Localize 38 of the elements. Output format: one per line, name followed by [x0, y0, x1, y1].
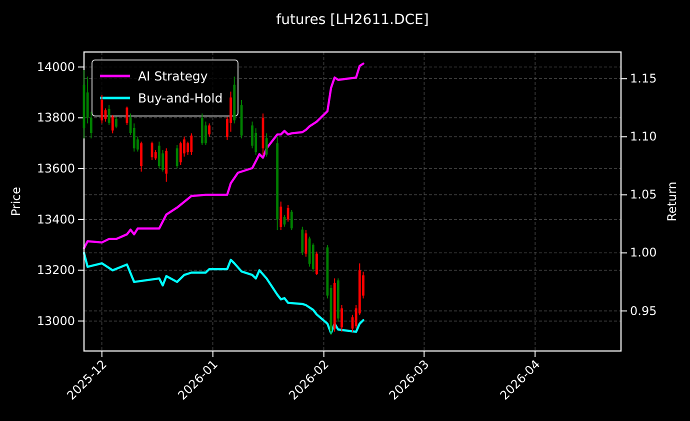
candlestick	[111, 114, 114, 134]
legend-label: Buy-and-Hold	[138, 90, 223, 106]
y2-tick-label: 1.00	[630, 246, 657, 260]
y-tick-label: 13400	[36, 212, 75, 226]
line-series	[82, 62, 364, 250]
y-tick-label: 14000	[36, 60, 75, 74]
candlestick	[301, 226, 304, 256]
y2-tick-label: 1.10	[630, 130, 657, 144]
candlestick	[165, 148, 168, 182]
y-tick-label: 13000	[36, 314, 75, 328]
candlestick	[115, 116, 118, 129]
candlestick	[280, 201, 282, 231]
candlestick	[190, 132, 193, 156]
candlestick	[286, 204, 290, 222]
candlestick	[251, 121, 254, 149]
candlestick	[100, 94, 104, 124]
y2-tick-label: 0.95	[630, 304, 657, 318]
y-tick-label: 13600	[36, 161, 75, 176]
candlestick	[176, 144, 178, 169]
candlestick	[340, 304, 343, 332]
candlestick	[204, 121, 207, 146]
y-tick-label: 13200	[36, 263, 75, 278]
legend-label: AI Strategy	[138, 68, 208, 84]
y-tick-label: 13800	[36, 110, 75, 125]
candlestick	[140, 141, 142, 172]
candlestick	[265, 132, 268, 158]
candlestick	[108, 104, 110, 126]
y2-axis-title: Return	[665, 182, 679, 222]
y-axis-title: Price	[9, 186, 23, 216]
candlestick	[208, 122, 210, 138]
chart-title: futures [LH2611.DCE]	[276, 12, 429, 28]
candlestick	[316, 251, 318, 276]
candlestick	[290, 210, 293, 231]
candlestick	[162, 150, 164, 172]
y2-tick-label: 1.15	[630, 72, 657, 86]
line-series	[82, 252, 364, 334]
candlestick	[158, 141, 160, 169]
y2-tick-label: 1.05	[630, 188, 657, 202]
